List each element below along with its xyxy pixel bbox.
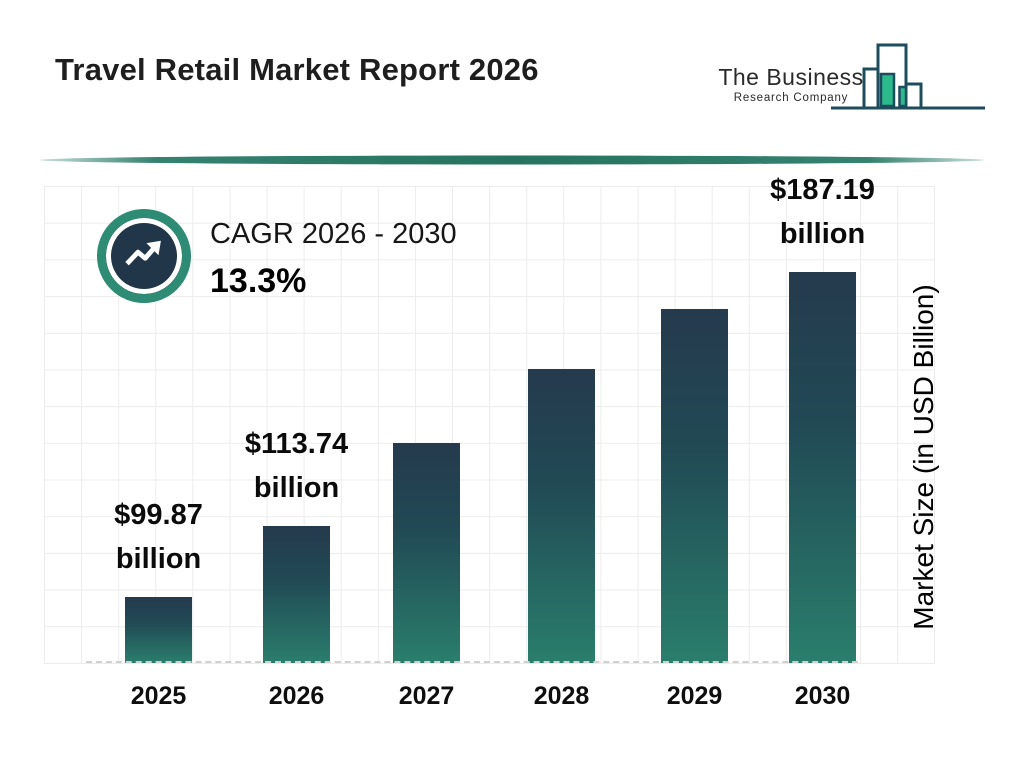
value-label-amount: $99.87 <box>114 499 203 531</box>
x-axis-label-2027: 2027 <box>398 682 455 710</box>
value-label-2026: $113.74 billion <box>187 422 407 510</box>
value-label-unit: billion <box>115 543 202 575</box>
cagr-text-block: CAGR 2026 - 2030 13.3% <box>210 218 457 301</box>
x-axis-label-2025: 2025 <box>130 682 187 710</box>
bar-2027 <box>393 443 460 663</box>
trending-up-icon <box>115 225 173 288</box>
y-axis-title: Market Size (in USD Billion) <box>908 284 939 630</box>
logo-name-line2: Research Company <box>733 92 849 104</box>
page-title: Travel Retail Market Report 2026 <box>55 52 539 87</box>
value-label-unit: billion <box>253 472 340 504</box>
cagr-badge <box>97 209 191 303</box>
logo-wordmark: The Business Research Company <box>718 64 864 104</box>
x-axis-label-2028: 2028 <box>533 682 590 710</box>
chart-grid <box>44 186 935 664</box>
x-axis-baseline <box>86 661 858 663</box>
bar-2028 <box>528 369 595 663</box>
divider-lens <box>38 152 986 173</box>
value-label-amount: $113.74 <box>244 428 349 460</box>
bar-2026 <box>263 526 330 663</box>
value-label-amount: $187.19 <box>770 174 875 206</box>
cagr-value: 13.3% <box>210 262 307 300</box>
value-label-2025: $99.87 billion <box>49 493 269 581</box>
value-label-unit: billion <box>779 218 866 250</box>
bar-2025 <box>125 597 192 663</box>
logo-name-line1: The Business <box>718 64 864 90</box>
cagr-range-label: CAGR 2026 - 2030 <box>210 218 457 250</box>
value-label-2030: $187.19 billion <box>713 168 933 256</box>
x-axis-label-2029: 2029 <box>666 682 723 710</box>
x-axis-label-2026: 2026 <box>268 682 325 710</box>
x-axis-label-2030: 2030 <box>794 682 851 710</box>
bar-2030 <box>789 272 856 663</box>
bar-2029 <box>661 309 728 663</box>
bar-skyline-logo-icon <box>830 34 986 117</box>
